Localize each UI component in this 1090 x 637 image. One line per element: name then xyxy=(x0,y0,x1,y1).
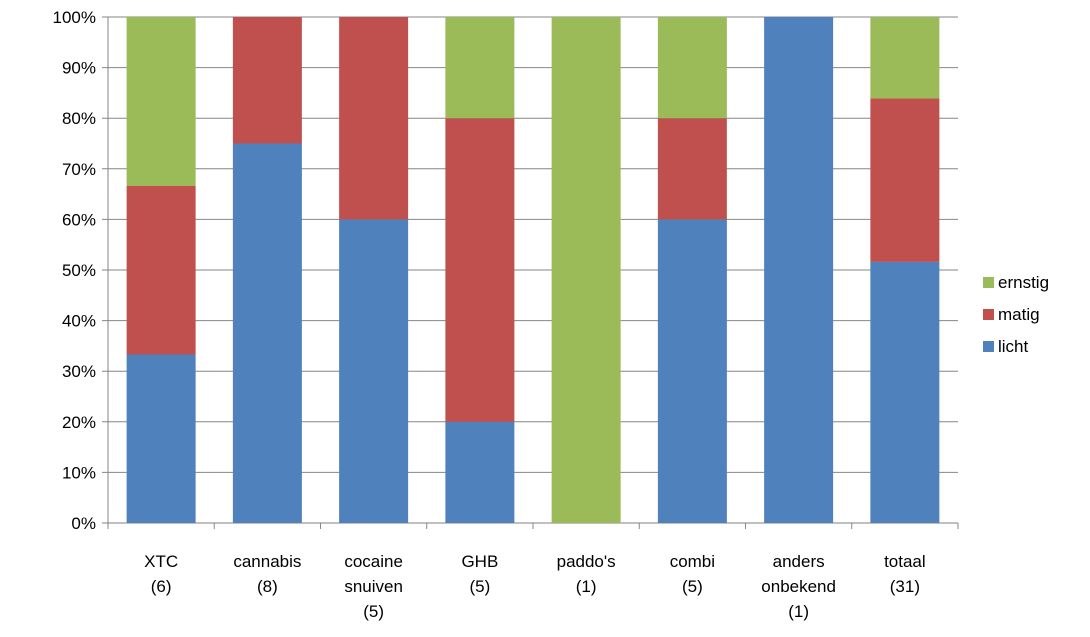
y-tick-label: 80% xyxy=(62,109,96,128)
bar-segment-licht xyxy=(657,219,727,523)
bar-segment-licht xyxy=(339,219,409,523)
y-tick-label: 20% xyxy=(62,413,96,432)
x-category-label: cocaine snuiven (5) xyxy=(344,552,403,621)
x-category-label-line: snuiven xyxy=(344,577,403,596)
legend-label-licht: licht xyxy=(998,337,1029,356)
legend-swatch-matig xyxy=(983,309,994,320)
bar-segment-licht xyxy=(232,143,302,523)
x-category-label-line: onbekend xyxy=(761,577,836,596)
x-category-label-line: paddo's xyxy=(557,552,616,571)
x-category-label-line: (5) xyxy=(682,577,703,596)
bar-segment-licht xyxy=(764,17,834,523)
x-category-label-line: cannabis xyxy=(233,552,301,571)
legend-label-ernstig: ernstig xyxy=(998,273,1049,292)
bar-segment-licht xyxy=(870,261,940,523)
x-category-label-line: (6) xyxy=(151,577,172,596)
y-tick-label: 60% xyxy=(62,210,96,229)
y-tick-label: 40% xyxy=(62,312,96,331)
bar-segment-ernstig xyxy=(126,17,196,187)
x-category-label-line: (1) xyxy=(788,602,809,621)
bars xyxy=(126,17,940,523)
x-category-label: XTC (6) xyxy=(144,552,178,596)
y-tick-label: 50% xyxy=(62,261,96,280)
bar-segment-matig xyxy=(445,118,515,422)
y-tick-label: 10% xyxy=(62,463,96,482)
bar-segment-ernstig xyxy=(445,17,515,119)
bar-segment-matig xyxy=(870,98,940,262)
bar-segment-licht xyxy=(445,421,515,523)
x-category-label: cannabis (8) xyxy=(233,552,301,596)
x-category-label-line: (5) xyxy=(363,602,384,621)
x-category-label-line: (1) xyxy=(576,577,597,596)
x-category-label-line: combi xyxy=(670,552,715,571)
x-category-label-line: (31) xyxy=(890,577,920,596)
y-tick-label: 100% xyxy=(53,8,96,27)
legend-label-matig: matig xyxy=(998,305,1040,324)
bar-segment-matig xyxy=(657,118,727,220)
bar-segment-matig xyxy=(232,17,302,144)
y-tick-label: 70% xyxy=(62,160,96,179)
x-category-label-line: GHB xyxy=(461,552,498,571)
bar-segment-matig xyxy=(126,186,196,355)
x-category-label-line: totaal xyxy=(884,552,926,571)
x-category-label-line: (5) xyxy=(469,577,490,596)
x-category-label: anders onbekend (1) xyxy=(761,552,836,621)
y-tick-label: 90% xyxy=(62,59,96,78)
x-category-label-line: cocaine xyxy=(344,552,403,571)
bar-segment-ernstig xyxy=(551,17,621,523)
bar-segment-ernstig xyxy=(657,17,727,119)
y-axis: 0% 10% 20% 30% 40% 50% 60% 70% 80% 90% 100% xyxy=(53,8,109,533)
x-category-label: totaal (31) xyxy=(884,552,926,596)
x-axis: XTC (6) cannabis (8) cocaine snuiven (5) GHB (5)… xyxy=(107,523,959,621)
y-tick-label: 30% xyxy=(62,362,96,381)
legend-swatch-ernstig xyxy=(983,277,994,288)
legend-swatch-licht xyxy=(983,341,994,352)
bar-segment-matig xyxy=(339,17,409,220)
x-category-label: GHB (5) xyxy=(461,552,498,596)
bar-segment-licht xyxy=(126,354,196,523)
x-category-label-line: anders xyxy=(773,552,825,571)
y-tick-label: 0% xyxy=(71,514,96,533)
x-category-label: paddo's (1) xyxy=(557,552,616,596)
x-category-label-line: XTC xyxy=(144,552,178,571)
legend: ernstig matig licht xyxy=(983,273,1049,356)
x-category-label: combi (5) xyxy=(670,552,715,596)
x-category-label-line: (8) xyxy=(257,577,278,596)
bar-segment-ernstig xyxy=(870,17,940,99)
